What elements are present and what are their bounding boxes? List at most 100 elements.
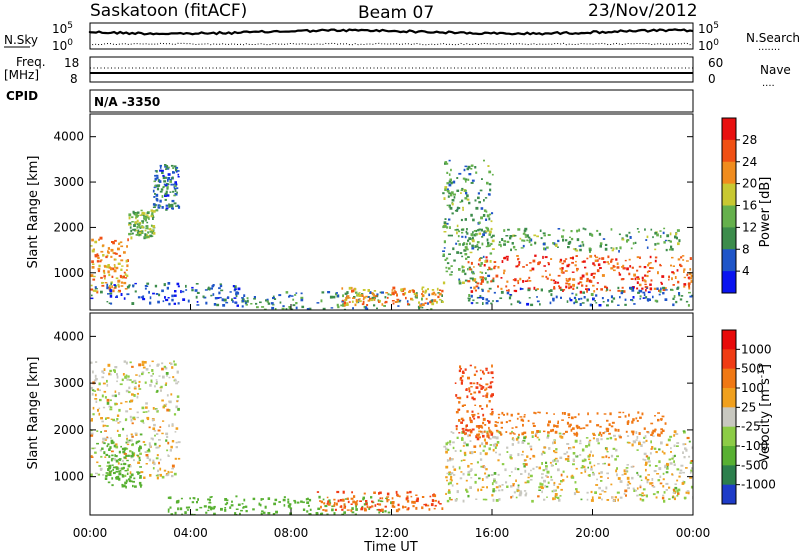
scatter-cell [232, 300, 234, 303]
scatter-cell [137, 223, 141, 227]
scatter-cell [602, 463, 606, 465]
scatter-cell [441, 294, 443, 297]
scatter-cell [529, 238, 531, 240]
scatter-cell [322, 509, 325, 511]
scatter-cell [288, 294, 292, 297]
scatter-cell [559, 435, 562, 438]
scatter-cell [550, 278, 553, 281]
scatter-cell [456, 224, 459, 228]
scatter-cell [455, 425, 458, 428]
scatter-cell [672, 492, 676, 494]
scatter-cell [167, 282, 171, 285]
scatter-cell [608, 456, 610, 459]
station-title: Saskatoon (fitACF) [90, 1, 247, 21]
scatter-cell [448, 218, 451, 221]
scatter-cell [92, 278, 96, 281]
scatter-cell [476, 382, 479, 385]
scatter-cell [501, 463, 505, 466]
scatter-cell [121, 483, 124, 486]
scatter-cell [105, 453, 109, 456]
scatter-cell [294, 500, 297, 504]
scatter-cell [549, 273, 551, 276]
scatter-cell [689, 471, 692, 474]
y-tick-label: 4000 [53, 130, 84, 144]
scatter-cell [689, 268, 692, 271]
scatter-cell [145, 402, 148, 405]
scatter-cell [488, 266, 491, 269]
scatter-cell [568, 416, 571, 419]
scatter-cell [486, 214, 490, 218]
scatter-cell [486, 432, 489, 435]
scatter-cell [541, 275, 544, 278]
scatter-cell [104, 282, 108, 284]
scatter-cell [160, 385, 163, 389]
scatter-cell [671, 457, 674, 460]
scatter-cell [590, 468, 593, 471]
scatter-cell [535, 289, 538, 292]
scatter-cell [576, 286, 579, 289]
scatter-cell [489, 260, 492, 263]
scatter-cell [143, 212, 146, 215]
scatter-cell [123, 297, 126, 300]
scatter-cell [477, 229, 480, 232]
scatter-cell [106, 425, 109, 427]
scatter-cell [449, 442, 451, 445]
colorbar-segment [722, 426, 736, 447]
scatter-cell [477, 286, 480, 290]
scatter-cell [443, 247, 446, 249]
scatter-cell [165, 403, 168, 406]
scatter-cell [477, 248, 479, 251]
scatter-cell [460, 421, 463, 424]
scatter-cell [128, 479, 132, 483]
scatter-cell [585, 437, 589, 439]
scatter-cell [193, 497, 196, 500]
scatter-cell [491, 239, 495, 243]
scatter-cell [162, 174, 165, 177]
scatter-cell [624, 298, 627, 301]
scatter-cell [629, 236, 632, 239]
scatter-cell [307, 504, 310, 507]
scatter-cell [452, 441, 455, 444]
scatter-cell [449, 457, 451, 461]
scatter-cell [554, 489, 557, 492]
scatter-cell [650, 440, 652, 444]
scatter-cell [355, 508, 358, 511]
scatter-cell [166, 435, 169, 438]
scatter-cell [557, 420, 559, 424]
scatter-cell [604, 285, 607, 289]
scatter-cell [210, 508, 212, 510]
scatter-cell [488, 268, 491, 271]
scatter-cell [149, 301, 152, 305]
scatter-cell [459, 477, 463, 480]
scatter-cell [156, 184, 160, 187]
colorbar-tick-label: 25 [741, 400, 756, 414]
scatter-cell [99, 449, 102, 452]
scatter-cell [493, 266, 496, 270]
scatter-cell [163, 283, 166, 287]
scatter-cell [175, 166, 179, 169]
scatter-cell [464, 368, 467, 371]
scatter-cell [645, 289, 647, 292]
scatter-cell [145, 216, 148, 219]
scatter-cell [585, 288, 588, 290]
scatter-cell [524, 469, 527, 473]
scatter-cell [136, 454, 139, 457]
scatter-cell [94, 286, 97, 289]
scatter-cell [584, 266, 587, 269]
scatter-cell [467, 471, 471, 474]
scatter-cell [108, 302, 112, 305]
scatter-cell [149, 444, 152, 448]
scatter-cell [241, 305, 244, 308]
scatter-cell [141, 372, 144, 376]
scatter-cell [381, 303, 384, 306]
scatter-cell [424, 302, 427, 305]
scatter-cell [658, 448, 661, 451]
scatter-cell [152, 210, 156, 213]
scatter-cell [593, 264, 596, 267]
scatter-cell [272, 513, 276, 515]
scatter-cell [465, 489, 468, 492]
scatter-cell [633, 273, 636, 277]
scatter-cell [144, 229, 147, 232]
scatter-cell [495, 499, 499, 502]
scatter-cell [134, 221, 137, 225]
